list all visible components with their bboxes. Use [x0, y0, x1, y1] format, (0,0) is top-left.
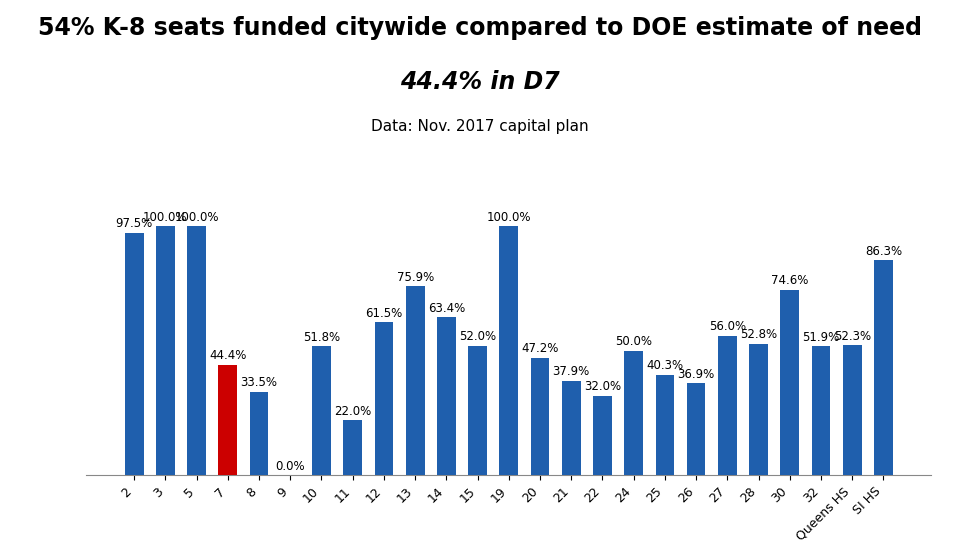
Text: 63.4%: 63.4%	[428, 302, 465, 315]
Text: 51.8%: 51.8%	[303, 331, 340, 344]
Text: Data: Nov. 2017 capital plan: Data: Nov. 2017 capital plan	[372, 119, 588, 134]
Bar	[749, 344, 768, 475]
Text: 61.5%: 61.5%	[366, 307, 402, 320]
Text: 52.0%: 52.0%	[459, 330, 496, 343]
Bar	[624, 351, 643, 475]
Bar	[219, 364, 237, 475]
Text: 0.0%: 0.0%	[276, 460, 305, 472]
Bar	[811, 346, 830, 475]
Text: 74.6%: 74.6%	[771, 274, 808, 287]
Bar	[780, 289, 799, 475]
Bar	[156, 226, 175, 475]
Bar	[250, 392, 269, 475]
Text: 100.0%: 100.0%	[143, 211, 187, 224]
Text: 40.3%: 40.3%	[646, 360, 684, 373]
Bar	[531, 357, 549, 475]
Text: 100.0%: 100.0%	[487, 211, 531, 224]
Text: 97.5%: 97.5%	[115, 217, 153, 230]
Text: 22.0%: 22.0%	[334, 405, 372, 418]
Bar	[718, 336, 736, 475]
Bar	[562, 381, 581, 475]
Bar	[593, 396, 612, 475]
Bar	[406, 286, 424, 475]
Text: 54% K-8 seats funded citywide compared to DOE estimate of need: 54% K-8 seats funded citywide compared t…	[38, 16, 922, 40]
Y-axis label: Percent of Seat Need funded in the Capital
Plan: Percent of Seat Need funded in the Capit…	[0, 189, 14, 475]
Text: 51.9%: 51.9%	[803, 330, 840, 343]
Bar	[374, 322, 394, 475]
Bar	[656, 375, 674, 475]
Text: 47.2%: 47.2%	[521, 342, 559, 355]
Text: 32.0%: 32.0%	[584, 380, 621, 393]
Bar	[499, 226, 518, 475]
Bar	[344, 421, 362, 475]
Bar	[187, 226, 206, 475]
Bar	[843, 345, 861, 475]
Bar	[125, 233, 144, 475]
Text: 33.5%: 33.5%	[241, 376, 277, 389]
Text: 44.4% in D7: 44.4% in D7	[400, 70, 560, 94]
Text: 52.3%: 52.3%	[833, 329, 871, 342]
Text: 56.0%: 56.0%	[708, 320, 746, 333]
Bar	[686, 383, 706, 475]
Bar	[312, 346, 331, 475]
Text: 100.0%: 100.0%	[175, 211, 219, 224]
Text: 50.0%: 50.0%	[615, 335, 652, 348]
Bar	[874, 260, 893, 475]
Text: 75.9%: 75.9%	[396, 271, 434, 284]
Text: 52.8%: 52.8%	[740, 328, 777, 341]
Text: 44.4%: 44.4%	[209, 349, 247, 362]
Text: 37.9%: 37.9%	[553, 366, 589, 379]
Bar	[468, 346, 487, 475]
Bar	[437, 318, 456, 475]
Text: 86.3%: 86.3%	[865, 245, 902, 258]
Text: 36.9%: 36.9%	[678, 368, 715, 381]
